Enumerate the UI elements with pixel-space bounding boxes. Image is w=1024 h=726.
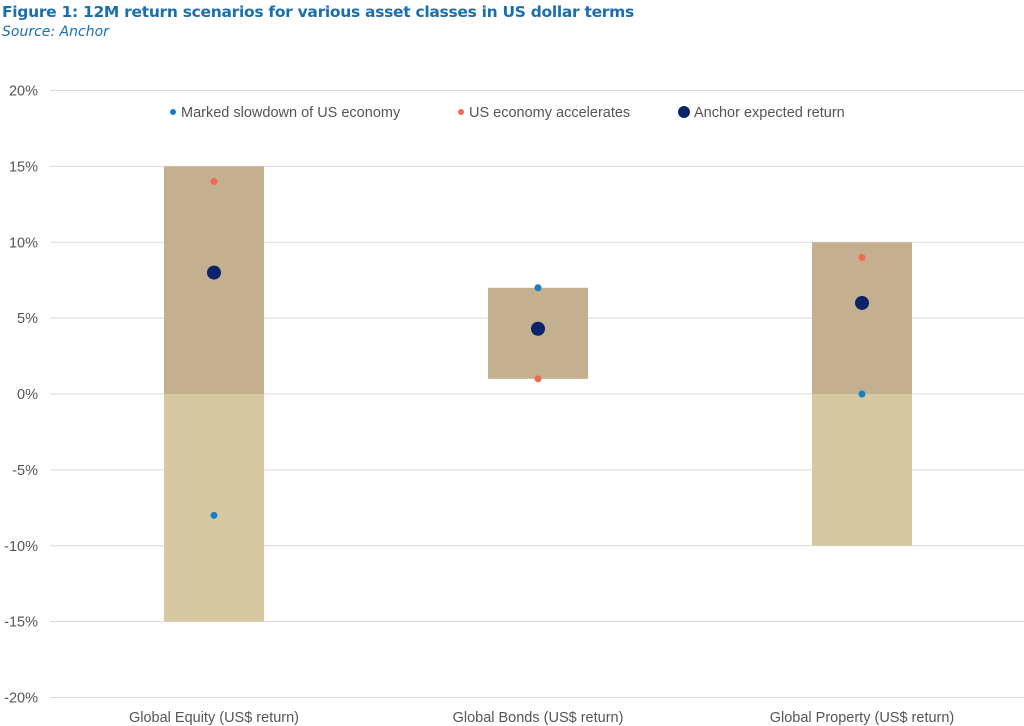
range-bar-positive (812, 242, 912, 394)
legend-label: Anchor expected return (694, 105, 845, 121)
chart-title: Figure 1: 12M return scenarios for vario… (2, 3, 634, 21)
y-tick-label: -20% (4, 691, 38, 707)
y-tick-label: 10% (9, 235, 38, 251)
point-anchor-expected-return (855, 295, 869, 310)
y-tick-label: 5% (17, 311, 38, 327)
point-anchor-expected-return (207, 265, 221, 280)
point-us-economy-accelerates (534, 375, 542, 383)
range-bar-positive (164, 166, 264, 394)
y-tick-label: 15% (9, 159, 38, 175)
y-tick-label: 0% (17, 387, 38, 403)
legend-label: Marked slowdown of US economy (181, 105, 401, 121)
y-tick-label: -10% (4, 539, 38, 555)
point-marked-slowdown-of-us-economy (858, 390, 866, 398)
y-tick-label: 20% (9, 84, 38, 100)
legend-marker (678, 106, 690, 118)
chart-source: Source: Anchor (2, 24, 109, 40)
x-tick-label: Global Property (US$ return) (770, 710, 955, 726)
y-tick-label: -5% (12, 463, 38, 479)
range-bar-negative (812, 394, 912, 546)
point-us-economy-accelerates (210, 178, 218, 186)
point-marked-slowdown-of-us-economy (210, 511, 218, 519)
point-marked-slowdown-of-us-economy (534, 284, 542, 292)
range-bar-negative (164, 394, 264, 622)
legend-label: US economy accelerates (469, 105, 630, 121)
x-tick-label: Global Bonds (US$ return) (453, 710, 624, 726)
point-anchor-expected-return (531, 321, 545, 336)
y-tick-label: -15% (4, 615, 38, 631)
legend-marker (170, 109, 176, 115)
point-us-economy-accelerates (858, 253, 866, 261)
legend-marker (458, 109, 464, 115)
x-tick-label: Global Equity (US$ return) (129, 710, 299, 726)
